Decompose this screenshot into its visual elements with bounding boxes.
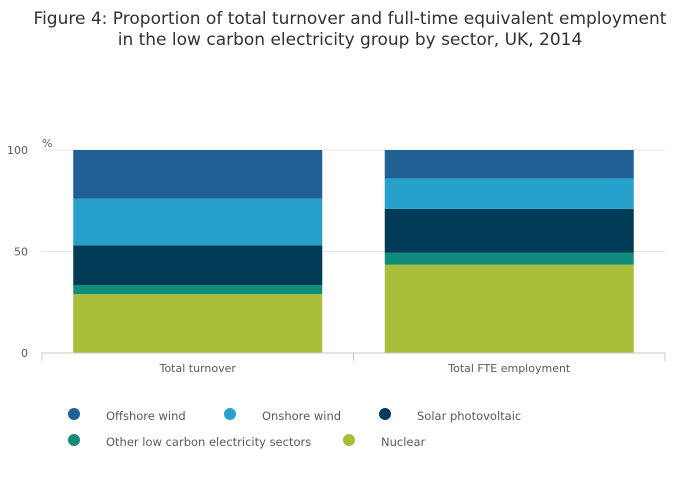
legend-label: Onshore wind [262, 409, 341, 423]
legend-label: Solar photovoltaic [417, 409, 521, 423]
bar-segment-nuclear [384, 264, 634, 353]
legend-label: Nuclear [381, 435, 426, 449]
bars [73, 150, 634, 353]
legend-item-onshore-wind: Onshore wind [224, 408, 341, 423]
legend-swatch [224, 408, 236, 420]
bar-segment-onshore-wind [73, 198, 323, 246]
x-category-label: Total FTE employment [447, 362, 571, 375]
bar-segment-onshore-wind [384, 178, 634, 209]
x-axis: Total turnover Total FTE employment [41, 352, 666, 375]
y-tick-label: 50 [14, 246, 28, 259]
legend-swatch [68, 434, 80, 446]
legend-item-solar-photovoltaic: Solar photovoltaic [379, 408, 521, 423]
legend-item-offshore-wind: Offshore wind [68, 408, 186, 423]
legend-swatch [343, 434, 355, 446]
legend-item-other-low-carbon-electricity-sectors: Other low carbon electricity sectors [68, 434, 311, 449]
legend-swatch [379, 408, 391, 420]
legend-item-nuclear: Nuclear [343, 434, 426, 449]
x-category-label: Total turnover [159, 362, 237, 375]
y-tick-label: 100 [7, 144, 28, 157]
legend-swatch [68, 408, 80, 420]
bar-segment-offshore-wind [73, 150, 323, 199]
bar-segment-other-low-carbon-electricity-sectors [73, 284, 323, 295]
bar-segment-solar-photovoltaic [384, 208, 634, 253]
bar-segment-offshore-wind [384, 150, 634, 179]
legend: Offshore wind Onshore wind Solar photovolt… [68, 408, 521, 449]
y-tick-label: 0 [21, 347, 28, 360]
bar-segment-nuclear [73, 294, 323, 353]
legend-label: Offshore wind [106, 409, 186, 423]
legend-label: Other low carbon electricity sectors [106, 435, 311, 449]
bar-segment-other-low-carbon-electricity-sectors [384, 252, 634, 265]
bar-segment-solar-photovoltaic [73, 245, 323, 285]
chart-title-line2: in the low carbon electricity group by s… [118, 30, 583, 50]
chart-title-line1: Figure 4: Proportion of total turnover a… [34, 9, 667, 29]
y-axis-unit-label: % [42, 137, 52, 150]
